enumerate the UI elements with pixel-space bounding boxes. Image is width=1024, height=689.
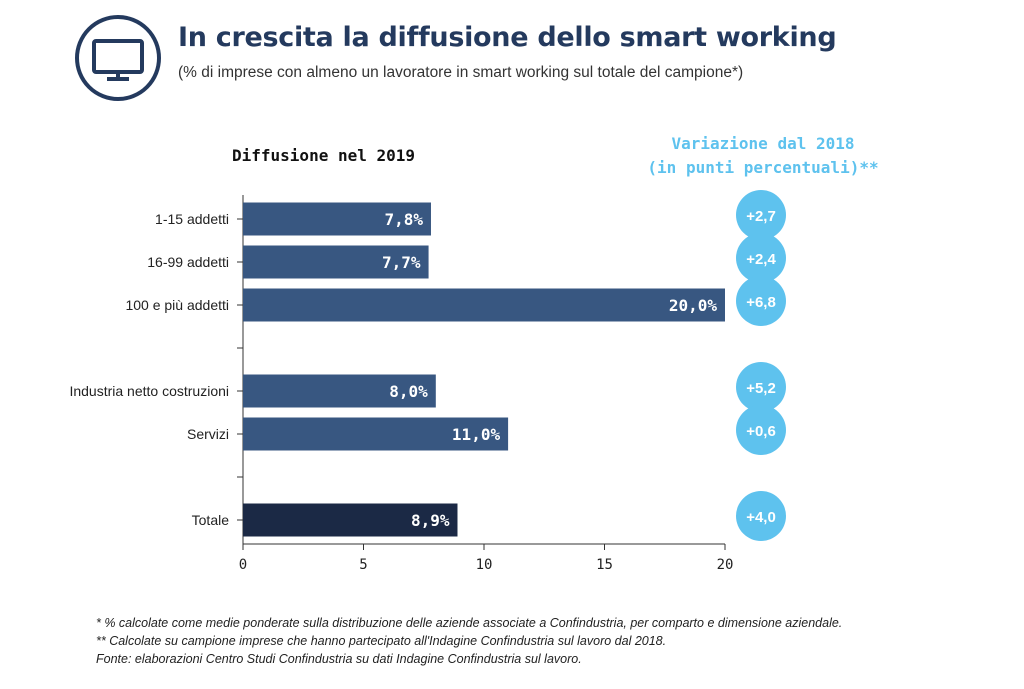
x-tick-label: 20: [717, 557, 734, 573]
x-tick-label: 5: [359, 557, 367, 573]
category-label: 16-99 addetti: [147, 254, 229, 270]
footnotes: * % calcolate come medie ponderate sulla…: [96, 614, 842, 668]
x-tick-label: 10: [476, 557, 493, 573]
variation-bubble: [736, 190, 786, 240]
variation-bubble: [736, 276, 786, 326]
bar-value-label: 7,7%: [382, 253, 421, 272]
bar-value-label: 8,0%: [389, 382, 428, 401]
bar: [243, 245, 429, 279]
variation-label: +6,8: [746, 294, 776, 311]
variation-title-line1: Variazione dal 2018: [671, 134, 855, 153]
bar: [243, 202, 431, 236]
variation-title: Variazione dal 2018 (in punti percentual…: [640, 132, 886, 180]
x-tick-label: 15: [596, 557, 613, 573]
variation-label: +4,0: [746, 509, 776, 526]
category-label: Industria netto costruzioni: [69, 383, 229, 399]
bar-chart: 0 5 10 15 20 1-15 addetti 7,8% +2,7 16-99 addett…: [69, 190, 786, 573]
variation-bubble: [736, 405, 786, 455]
bar-value-label: 20,0%: [669, 296, 718, 315]
bar: [243, 417, 509, 451]
category-label: Servizi: [187, 426, 229, 442]
footnote-2: ** Calcolate su campione imprese che han…: [96, 634, 667, 648]
bar: [243, 503, 458, 537]
bar: [243, 288, 725, 322]
variation-bubble: [736, 491, 786, 541]
page-subtitle: (% di imprese con almeno un lavoratore i…: [178, 64, 744, 81]
variation-label: +5,2: [746, 380, 776, 397]
bar-value-label: 7,8%: [384, 210, 423, 229]
tv-monitor-icon: [75, 15, 161, 101]
variation-label: +0,6: [746, 423, 776, 440]
chart-title: Diffusione nel 2019: [232, 146, 416, 165]
x-tick-label: 0: [239, 557, 247, 573]
footnote-3: Fonte: elaborazioni Centro Studi Confind…: [96, 652, 582, 666]
bar-value-label: 11,0%: [452, 425, 501, 444]
variation-bubble: [736, 362, 786, 412]
variation-label: +2,4: [746, 251, 776, 268]
category-label: 1-15 addetti: [155, 211, 229, 227]
variation-label: +2,7: [746, 208, 776, 225]
footnote-1: * % calcolate come medie ponderate sulla…: [96, 616, 843, 630]
variation-title-line2: (in punti percentuali)**: [647, 158, 879, 177]
category-label: 100 e più addetti: [125, 297, 229, 313]
variation-bubble: [736, 233, 786, 283]
page-title: In crescita la diffusione dello smart wo…: [178, 22, 837, 53]
category-label: Totale: [192, 512, 230, 528]
bar-value-label: 8,9%: [411, 511, 450, 530]
bar: [243, 374, 436, 408]
